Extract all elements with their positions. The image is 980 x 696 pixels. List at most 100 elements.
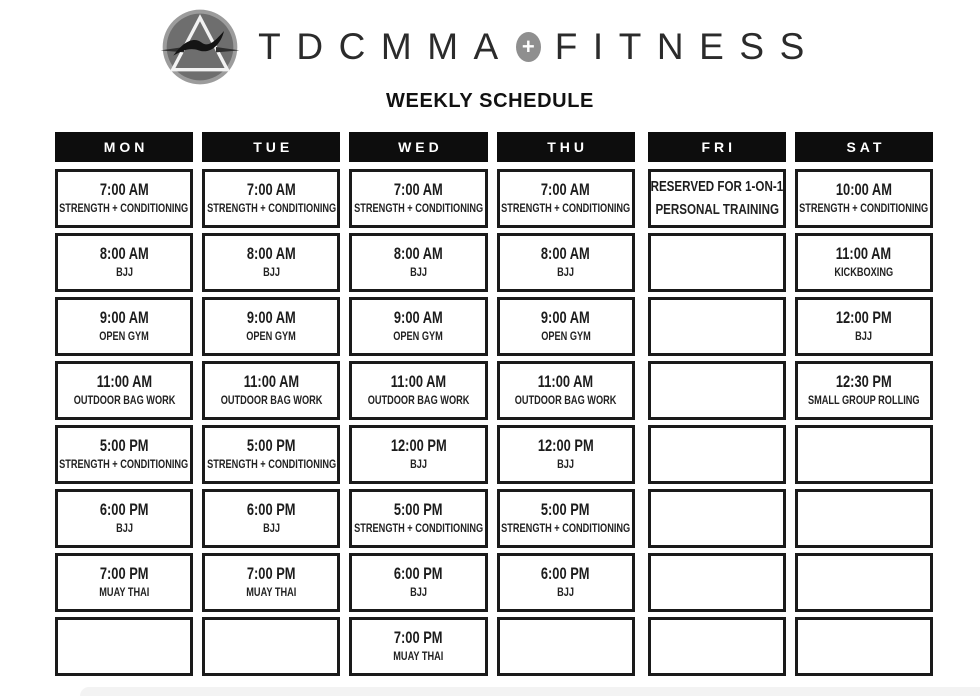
slot-name: BJJ: [855, 330, 873, 343]
slot-name: PERSONAL TRAINING: [655, 201, 779, 218]
slot-name: OPEN GYM: [99, 330, 149, 343]
day-column-fri: FRI RESERVED FOR 1-ON-1 PERSONAL TRAINING: [647, 132, 786, 676]
slot-name: BJJ: [557, 458, 575, 471]
schedule-cell: 7:00 AM STRENGTH + CONDITIONING: [55, 169, 194, 228]
schedule-cell: 8:00 AM BJJ: [55, 233, 194, 292]
schedule-cell: 8:00 AM BJJ: [202, 233, 341, 292]
slot-time: 11:00 AM: [537, 373, 594, 392]
schedule-cell: 8:00 AM BJJ: [496, 233, 635, 292]
schedule-cell-empty: [794, 425, 934, 484]
brand-header: TDCMMA + FITNESS: [0, 0, 980, 86]
schedule-cell: 7:00 PM MUAY THAI: [349, 617, 488, 676]
day-column-sat: SAT 10:00 AM STRENGTH + CONDITIONING 11:00 …: [794, 132, 934, 676]
slot-time: 12:00 PM: [390, 437, 447, 456]
slot-time: RESERVED FOR 1-ON-1: [650, 179, 784, 196]
schedule-cell: 12:00 PM BJJ: [349, 425, 488, 484]
slot-name: BJJ: [557, 586, 575, 599]
slot-name: MUAY THAI: [246, 586, 297, 599]
plus-badge-icon: +: [515, 32, 541, 62]
slot-time: 8:00 AM: [541, 245, 591, 264]
slot-name: BJJ: [115, 266, 133, 279]
slot-time: 7:00 AM: [541, 181, 591, 200]
slot-name: OUTDOOR BAG WORK: [514, 394, 617, 407]
slot-name: SMALL GROUP ROLLING: [808, 394, 920, 407]
brand-name-left: TDCMMA: [258, 26, 514, 67]
slot-name: STRENGTH + CONDITIONING: [206, 458, 336, 471]
schedule-cell: 6:00 PM BJJ: [202, 489, 341, 548]
slot-time: 7:00 PM: [246, 565, 296, 584]
slot-time: 11:00 AM: [390, 373, 447, 392]
slot-name: BJJ: [557, 266, 575, 279]
schedule-cell: 5:00 PM STRENGTH + CONDITIONING: [202, 425, 341, 484]
slot-time: 11:00 AM: [243, 373, 299, 392]
schedule-cell-empty: [647, 553, 786, 612]
schedule-cell: 7:00 PM MUAY THAI: [55, 553, 194, 612]
schedule-cell-empty: [647, 233, 786, 292]
slot-time: 11:00 AM: [96, 373, 152, 392]
day-column-mon: MON 7:00 AM STRENGTH + CONDITIONING 8:00 AM…: [55, 132, 194, 676]
slot-name: STRENGTH + CONDITIONING: [353, 202, 483, 215]
schedule-cell: 5:00 PM STRENGTH + CONDITIONING: [55, 425, 194, 484]
slot-time: 6:00 PM: [394, 565, 443, 584]
slot-name: STRENGTH + CONDITIONING: [353, 522, 483, 535]
slot-time: 5:00 PM: [246, 437, 296, 456]
slot-time: 9:00 AM: [541, 309, 591, 328]
day-header: THU: [496, 132, 635, 162]
day-header: MON: [55, 132, 194, 162]
slot-time: 5:00 PM: [541, 501, 590, 520]
schedule-cell: 9:00 AM OPEN GYM: [496, 297, 635, 356]
slot-time: 7:00 PM: [99, 565, 149, 584]
slot-time: 5:00 PM: [99, 437, 149, 456]
slot-name: STRENGTH + CONDITIONING: [799, 202, 929, 215]
schedule-cell: 6:00 PM BJJ: [496, 553, 635, 612]
slot-time: 9:00 AM: [246, 309, 296, 328]
day-column-wed: WED 7:00 AM STRENGTH + CONDITIONING 8:00 AM…: [349, 132, 488, 676]
slot-time: 12:30 PM: [836, 373, 892, 392]
slot-time: 7:00 AM: [393, 181, 443, 200]
slot-name: STRENGTH + CONDITIONING: [59, 458, 189, 471]
schedule-cell: 8:00 AM BJJ: [349, 233, 488, 292]
slot-time: 7:00 AM: [99, 181, 149, 200]
slot-name: OPEN GYM: [540, 330, 591, 343]
day-column-tue: TUE 7:00 AM STRENGTH + CONDITIONING 8:00 AM…: [202, 132, 341, 676]
slot-name: MUAY THAI: [99, 586, 150, 599]
slot-name: BJJ: [262, 522, 280, 535]
brand-name-right: FITNESS: [554, 26, 820, 67]
schedule-cell-empty: [647, 489, 786, 548]
slot-name: OUTDOOR BAG WORK: [367, 394, 470, 407]
schedule-cell-empty: [647, 617, 786, 676]
schedule-cell-empty: [647, 297, 786, 356]
schedule-cell: 11:00 AM OUTDOOR BAG WORK: [349, 361, 488, 420]
slot-name: BJJ: [262, 266, 280, 279]
day-header: WED: [349, 132, 488, 162]
tdcmma-logo-icon: [160, 9, 240, 85]
schedule-cell: 11:00 AM KICKBOXING: [794, 233, 934, 292]
schedule-cell: 10:00 AM STRENGTH + CONDITIONING: [794, 169, 934, 228]
brand-name: TDCMMA + FITNESS: [258, 26, 820, 68]
schedule-cell: 9:00 AM OPEN GYM: [202, 297, 341, 356]
slot-name: BJJ: [115, 522, 133, 535]
slot-time: 9:00 AM: [99, 309, 149, 328]
slot-name: MUAY THAI: [393, 650, 444, 663]
slot-name: STRENGTH + CONDITIONING: [59, 202, 189, 215]
day-header: FRI: [647, 132, 786, 162]
schedule-cell-empty: [794, 489, 934, 548]
schedule-cell: 7:00 PM MUAY THAI: [202, 553, 341, 612]
schedule-cell: 9:00 AM OPEN GYM: [55, 297, 194, 356]
schedule-cell-empty: [647, 425, 786, 484]
slot-name: OPEN GYM: [393, 330, 444, 343]
slot-time: 12:00 PM: [836, 309, 892, 328]
schedule-cell: 12:00 PM BJJ: [496, 425, 635, 484]
slot-time: 12:00 PM: [537, 437, 594, 456]
schedule-cell-empty: [496, 617, 635, 676]
schedule-cell: 12:30 PM SMALL GROUP ROLLING: [794, 361, 934, 420]
schedule-cell-empty: [794, 617, 934, 676]
schedule-cell: 11:00 AM OUTDOOR BAG WORK: [202, 361, 341, 420]
slot-time: 8:00 AM: [393, 245, 443, 264]
schedule-cell-empty: [55, 617, 194, 676]
slot-name: OUTDOOR BAG WORK: [220, 394, 323, 407]
slot-name: BJJ: [409, 586, 427, 599]
schedule-cell: 7:00 AM STRENGTH + CONDITIONING: [496, 169, 635, 228]
schedule-cell: 7:00 AM STRENGTH + CONDITIONING: [349, 169, 488, 228]
